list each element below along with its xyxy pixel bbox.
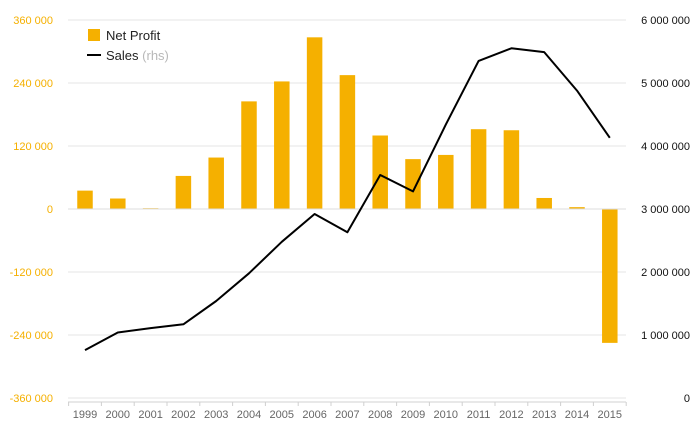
- bar-net-profit-2013: [536, 197, 552, 209]
- left-tick-label-3: 0: [47, 204, 53, 216]
- bar-net-profit-2011: [470, 129, 487, 209]
- right-axis-ticks: 6 000 000 5 000 000 4 000 000 3 000 000 2 00…: [641, 15, 690, 405]
- x-tick-label-2001: 2001: [138, 409, 162, 421]
- left-axis-ticks: 360 000 240 000 120 000 0 -120 000 -240 000 -3…: [10, 15, 53, 405]
- net-profit-bars: [77, 37, 618, 343]
- right-tick-label-0: 6 000 000: [641, 15, 690, 27]
- bar-net-profit-2005: [274, 81, 290, 209]
- right-tick-label-5: 1 000 000: [641, 330, 690, 342]
- x-tick-label-2013: 2013: [532, 409, 556, 421]
- right-tick-label-1: 5 000 000: [641, 78, 690, 90]
- x-tick-label-2008: 2008: [368, 409, 392, 421]
- x-tick-label-2012: 2012: [499, 409, 523, 421]
- x-tick-label-2000: 2000: [106, 409, 130, 421]
- x-tick-label-2014: 2014: [565, 409, 589, 421]
- bar-net-profit-2003: [208, 157, 224, 209]
- x-tick-label-1999: 1999: [73, 409, 97, 421]
- left-tick-label-6: -360 000: [10, 393, 53, 405]
- right-tick-label-6: 0: [684, 393, 690, 405]
- bar-net-profit-2014: [569, 207, 585, 209]
- x-tick-label-2015: 2015: [598, 409, 622, 421]
- bar-net-profit-2000: [110, 198, 126, 209]
- x-axis: 1999 2000 2001 2002 2003 2004 2005 2006 2007 2008…: [68, 401, 627, 421]
- bar-net-profit-2006: [306, 37, 323, 210]
- x-tick-label-2009: 2009: [401, 409, 425, 421]
- left-tick-label-1: 240 000: [13, 78, 53, 90]
- legend-swatch-net-profit: [88, 29, 100, 41]
- bar-net-profit-2012: [503, 130, 520, 209]
- right-tick-label-2: 4 000 000: [641, 141, 690, 153]
- x-tick-label-2003: 2003: [204, 409, 228, 421]
- legend-label-sales-suffix: (rhs): [142, 48, 169, 63]
- left-tick-label-4: -120 000: [10, 267, 53, 279]
- legend-label-net-profit: Net Profit: [106, 28, 161, 43]
- x-tick-label-2005: 2005: [270, 409, 294, 421]
- bar-net-profit-1999: [77, 190, 93, 209]
- bar-net-profit-2002: [175, 175, 192, 209]
- bar-net-profit-2004: [241, 101, 257, 209]
- left-tick-label-5: -240 000: [10, 330, 53, 342]
- left-tick-label-2: 120 000: [13, 141, 53, 153]
- x-tick-label-2010: 2010: [434, 409, 458, 421]
- bar-net-profit-2008: [372, 135, 388, 209]
- x-tick-label-2004: 2004: [237, 409, 261, 421]
- bar-net-profit-2007: [339, 75, 356, 209]
- left-tick-label-0: 360 000: [13, 15, 53, 27]
- bar-net-profit-2009: [405, 159, 421, 209]
- legend-label-sales-name: Sales: [106, 48, 139, 63]
- right-tick-label-4: 2 000 000: [641, 267, 690, 279]
- x-tick-label-2011: 2011: [467, 409, 491, 421]
- legend-label-sales: Sales (rhs): [106, 48, 169, 63]
- x-tick-label-2007: 2007: [335, 409, 359, 421]
- bar-net-profit-2015: [602, 209, 618, 343]
- x-tick-label-2006: 2006: [302, 409, 326, 421]
- right-tick-label-3: 3 000 000: [641, 204, 690, 216]
- legend: Net Profit Sales (rhs): [87, 28, 169, 63]
- x-tick-label-2002: 2002: [171, 409, 195, 421]
- bar-net-profit-2010: [438, 154, 454, 209]
- sales-line: [84, 47, 611, 351]
